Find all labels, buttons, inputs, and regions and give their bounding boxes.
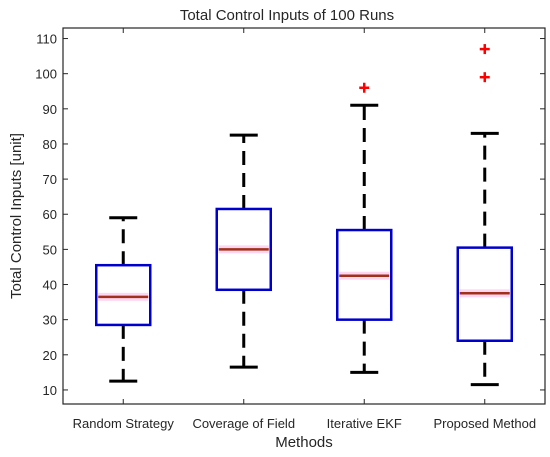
outlier-marker <box>479 72 490 83</box>
outlier-marker <box>479 44 490 55</box>
box-2 <box>215 133 272 369</box>
y-tick-label: 10 <box>43 383 57 398</box>
y-axis-label: Total Control Inputs [unit] <box>8 133 25 299</box>
y-axis: 10 20 30 40 50 60 70 80 90 100 110 <box>35 32 545 398</box>
y-tick-label: 50 <box>43 242 57 257</box>
y-tick-label: 90 <box>43 102 57 117</box>
box-1 <box>95 216 152 383</box>
y-tick-label: 110 <box>36 32 57 47</box>
x-axis-label: Methods <box>275 434 333 451</box>
y-tick-label: 80 <box>43 137 57 152</box>
x-tick-label: Random Strategy <box>73 416 175 431</box>
y-tick-label: 20 <box>43 348 57 363</box>
box-4 <box>456 44 513 387</box>
box-3 <box>336 82 393 374</box>
y-tick-label: 40 <box>43 278 57 293</box>
x-tick-label: Proposed Method <box>433 416 536 431</box>
x-tick-label: Coverage of Field <box>192 416 295 431</box>
y-tick-label: 60 <box>43 207 57 222</box>
x-tick-label: Iterative EKF <box>327 416 402 431</box>
box-series <box>95 44 513 387</box>
y-tick-label: 30 <box>43 313 57 328</box>
outlier-marker <box>359 82 370 93</box>
y-tick-label: 70 <box>43 172 57 187</box>
y-tick-label: 100 <box>35 67 57 82</box>
plot-area <box>62 27 546 405</box>
x-axis: Random Strategy Coverage of Field Iterativ… <box>73 28 536 431</box>
chart-title: Total Control Inputs of 100 Runs <box>180 7 394 24</box>
